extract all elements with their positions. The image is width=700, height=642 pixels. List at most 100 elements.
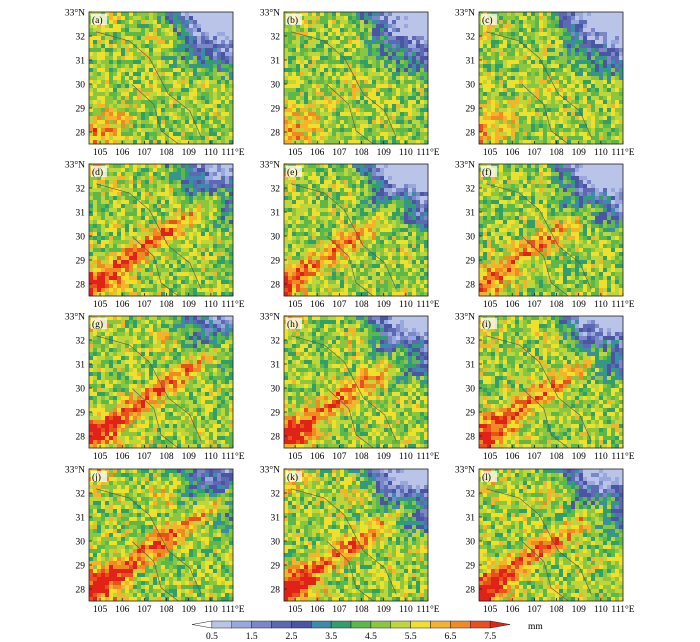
heatmap-cell bbox=[205, 264, 210, 269]
heatmap-cell bbox=[487, 104, 492, 109]
heatmap-cell bbox=[364, 112, 369, 117]
heatmap-cell bbox=[372, 16, 377, 21]
heatmap-cell bbox=[388, 132, 393, 137]
heatmap-cell bbox=[157, 172, 162, 177]
x-tick-label: 106 bbox=[505, 148, 520, 158]
heatmap-cell bbox=[153, 36, 158, 41]
heatmap-cell bbox=[229, 200, 234, 205]
heatmap-cell bbox=[149, 192, 154, 197]
heatmap-cell bbox=[523, 100, 528, 105]
heatmap-cell bbox=[324, 84, 329, 89]
heatmap-cell bbox=[603, 48, 608, 53]
heatmap-cell bbox=[221, 32, 226, 37]
heatmap-cell bbox=[511, 120, 516, 125]
heatmap-cell bbox=[121, 68, 126, 73]
heatmap-cell bbox=[145, 140, 150, 145]
heatmap-cell bbox=[129, 288, 134, 293]
heatmap-cell bbox=[535, 24, 540, 29]
heatmap-cell bbox=[89, 124, 94, 129]
heatmap-cell bbox=[117, 292, 122, 297]
heatmap-cell bbox=[324, 116, 329, 121]
heatmap-cell bbox=[547, 112, 552, 117]
heatmap-cell bbox=[89, 60, 94, 65]
heatmap-cell bbox=[531, 40, 536, 45]
heatmap-cell bbox=[376, 140, 381, 145]
heatmap-cell bbox=[177, 240, 182, 245]
heatmap-cell bbox=[109, 252, 114, 257]
heatmap-cell bbox=[173, 172, 178, 177]
heatmap-cell bbox=[109, 80, 114, 85]
heatmap-cell bbox=[563, 88, 568, 93]
heatmap-cell bbox=[229, 228, 234, 233]
heatmap-cell bbox=[368, 44, 373, 49]
heatmap-cell bbox=[137, 88, 142, 93]
heatmap-cell bbox=[93, 72, 98, 77]
heatmap-cell bbox=[579, 24, 584, 29]
heatmap-cell bbox=[611, 96, 616, 101]
heatmap-cell bbox=[101, 56, 106, 61]
heatmap-cell bbox=[559, 20, 564, 25]
heatmap-cell bbox=[591, 132, 596, 137]
heatmap-cell bbox=[571, 140, 576, 145]
heatmap-cell bbox=[157, 76, 162, 81]
heatmap-cell bbox=[312, 32, 317, 37]
heatmap-cell bbox=[416, 76, 421, 81]
heatmap-cell bbox=[193, 292, 198, 297]
heatmap-cell bbox=[515, 108, 520, 113]
heatmap-cell bbox=[165, 264, 170, 269]
heatmap-cell bbox=[420, 100, 425, 105]
heatmap-cell bbox=[404, 48, 409, 53]
heatmap-cell bbox=[555, 116, 560, 121]
heatmap-cell bbox=[201, 52, 206, 57]
heatmap-cell bbox=[360, 100, 365, 105]
heatmap-cell bbox=[595, 48, 600, 53]
heatmap-cell bbox=[213, 32, 218, 37]
heatmap-cell bbox=[173, 272, 178, 277]
y-tick-label: 29 bbox=[76, 105, 86, 115]
heatmap-cell bbox=[93, 128, 98, 133]
heatmap-cell bbox=[129, 52, 134, 57]
heatmap-cell bbox=[105, 104, 110, 109]
heatmap-cell bbox=[217, 24, 222, 29]
heatmap-cell bbox=[364, 24, 369, 29]
heatmap-cell bbox=[352, 28, 357, 33]
heatmap-cell bbox=[483, 24, 488, 29]
heatmap-cell bbox=[165, 268, 170, 273]
heatmap-cell bbox=[101, 36, 106, 41]
heatmap-cell bbox=[368, 124, 373, 129]
heatmap-cell bbox=[141, 100, 146, 105]
heatmap-cell bbox=[543, 32, 548, 37]
heatmap-cell bbox=[153, 276, 158, 281]
heatmap-cell bbox=[352, 164, 357, 169]
heatmap-cell bbox=[571, 96, 576, 101]
heatmap-cell bbox=[89, 228, 94, 233]
heatmap-cell bbox=[185, 76, 190, 81]
heatmap-cell bbox=[225, 56, 230, 61]
heatmap-cell bbox=[165, 100, 170, 105]
heatmap-cell bbox=[479, 76, 484, 81]
heatmap-cell bbox=[213, 276, 218, 281]
heatmap-cell bbox=[225, 44, 230, 49]
heatmap-cell bbox=[543, 12, 548, 17]
heatmap-cell bbox=[205, 188, 210, 193]
heatmap-cell bbox=[336, 44, 341, 49]
heatmap-cell bbox=[181, 268, 186, 273]
heatmap-cell bbox=[101, 60, 106, 65]
heatmap-cell bbox=[157, 252, 162, 257]
heatmap-cell bbox=[149, 88, 154, 93]
heatmap-cell bbox=[105, 208, 110, 213]
heatmap-cell bbox=[495, 64, 500, 69]
heatmap-cell bbox=[396, 28, 401, 33]
heatmap-cell bbox=[384, 64, 389, 69]
heatmap-cell bbox=[543, 104, 548, 109]
heatmap-cell bbox=[181, 232, 186, 237]
heatmap-cell bbox=[555, 96, 560, 101]
heatmap-cell bbox=[101, 288, 106, 293]
heatmap-cell bbox=[515, 68, 520, 73]
heatmap-cell bbox=[531, 44, 536, 49]
heatmap-cell bbox=[121, 124, 126, 129]
heatmap-cell bbox=[173, 76, 178, 81]
heatmap-cell bbox=[225, 80, 230, 85]
heatmap-cell bbox=[121, 120, 126, 125]
heatmap-cell bbox=[392, 96, 397, 101]
